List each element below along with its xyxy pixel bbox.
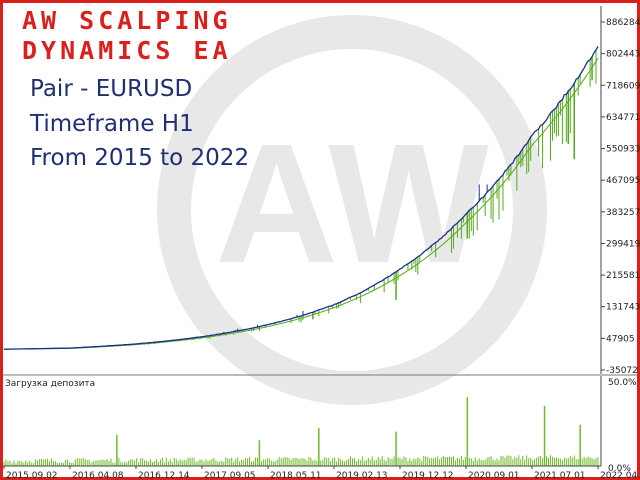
x-tick-label: 2021.07.01: [534, 471, 586, 480]
y-tick-label: 215581: [606, 271, 640, 281]
ea-title-line1: AW SCALPING: [22, 6, 232, 35]
deposit-load-bars: [3, 397, 599, 466]
deposit-load-tick-min: 0.0%: [608, 464, 631, 474]
y-tick-label: 550933: [606, 145, 640, 155]
deposit-load-label: Загрузка депозита: [5, 379, 95, 389]
y-tick-label: 886284: [606, 18, 640, 28]
y-tick-label: 299419: [606, 239, 640, 249]
deposit-load-tick-max: 50.0%: [608, 378, 637, 388]
y-tick-label: 718609: [606, 81, 640, 91]
x-tick-label: 2020.09.01: [468, 471, 520, 480]
date-range-label: From 2015 to 2022: [30, 145, 250, 171]
y-tick-label: 467095: [606, 176, 640, 186]
watermark-ring: [157, 15, 547, 405]
x-tick-label: 2019.02.13: [336, 471, 388, 480]
y-axis-ticks: 886284 802443 718609 634771 550933 467095 3832…: [601, 18, 640, 376]
x-tick-label: 2019.12.12: [402, 471, 454, 480]
equity-chart: 886284 802443 718609 634771 550933 467095 3832…: [3, 6, 640, 376]
x-tick-label: 2017.09.05: [204, 471, 256, 480]
y-tick-label: -35072: [606, 366, 638, 376]
balance-line: [3, 46, 599, 350]
watermark-text: AW: [215, 109, 489, 299]
pair-label: Pair - EURUSD: [30, 76, 193, 102]
x-tick-label: 2015.09.02: [6, 471, 58, 480]
y-tick-label: 131743: [606, 303, 640, 313]
y-tick-label: 634771: [606, 113, 640, 123]
ea-title-line2: DYNAMICS EA: [22, 36, 232, 65]
y-tick-label: 383257: [606, 208, 640, 218]
y-tick-label: 802443: [606, 50, 640, 60]
x-tick-label: 2018.05.11: [270, 471, 322, 480]
x-tick-label: 2016.12.14: [138, 471, 190, 480]
balance-spikes: [223, 184, 488, 334]
watermark-logo: AW: [157, 15, 547, 405]
timeframe-label: Timeframe H1: [30, 111, 194, 137]
y-tick-label: 47905: [606, 334, 635, 344]
x-axis-ticks: 2015.09.02 2016.04.08 2016.12.14 2017.09.05…: [3, 466, 640, 480]
x-tick-label: 2022.04.1: [600, 471, 640, 480]
x-tick-label: 2016.04.08: [72, 471, 124, 480]
